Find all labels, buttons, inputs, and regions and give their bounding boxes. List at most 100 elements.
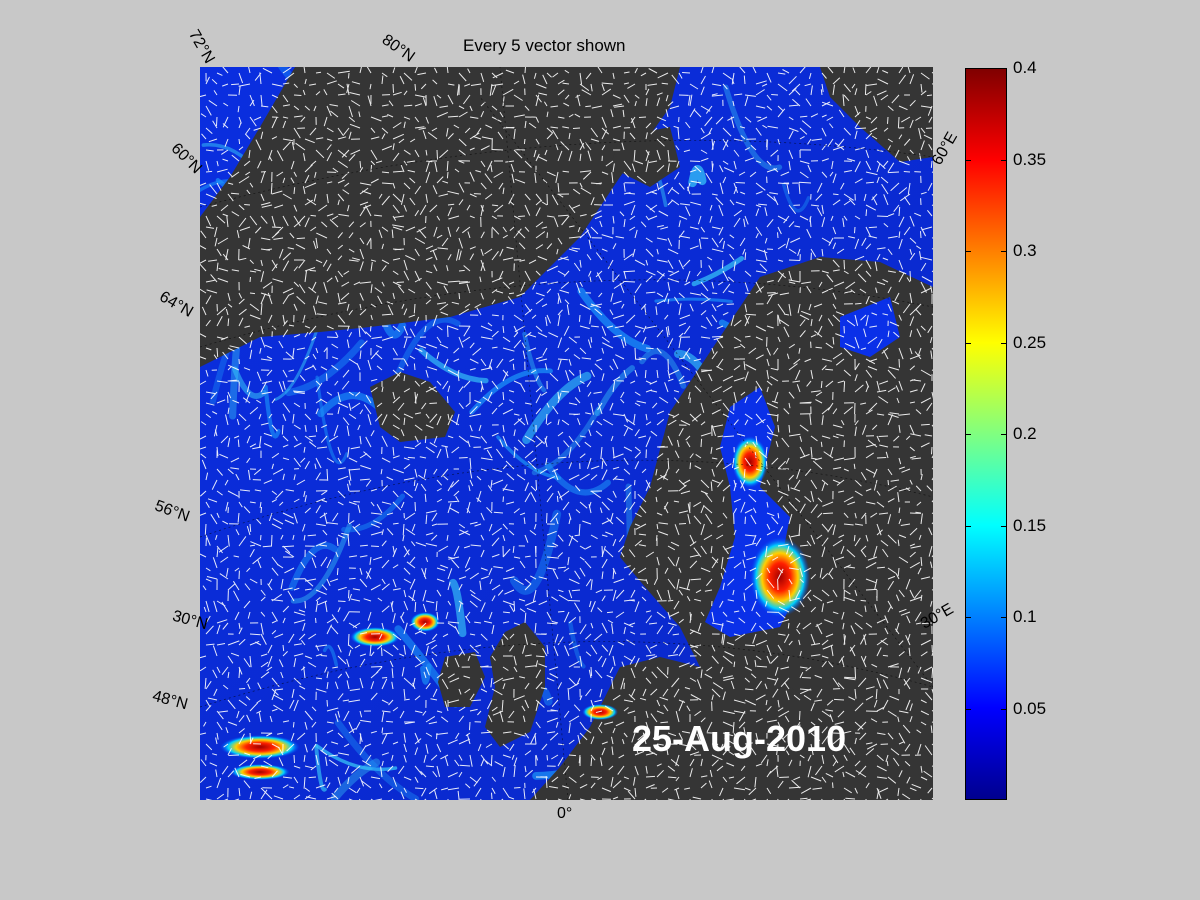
vector-arrow: [422, 589, 427, 602]
vector-arrow: [832, 303, 837, 310]
vector-arrow: [854, 589, 858, 596]
vector-arrow: [222, 253, 229, 261]
vector-arrow: [409, 578, 416, 590]
vector-arrow: [732, 100, 735, 107]
vector-arrow: [458, 182, 465, 193]
vector-arrow: [641, 596, 647, 602]
vector-arrow: [516, 292, 526, 297]
vector-arrow: [588, 669, 592, 679]
vector-arrow: [374, 798, 383, 800]
vector-arrow: [678, 220, 681, 228]
vector-arrow: [447, 772, 458, 778]
vector-arrow: [264, 344, 273, 349]
vector-arrow: [744, 252, 747, 261]
vector-arrow: [230, 457, 240, 463]
vector-arrow: [513, 508, 520, 514]
vector-arrow: [337, 644, 342, 653]
vector-arrow: [522, 644, 526, 654]
vector-arrow: [612, 380, 616, 393]
vector-arrow: [623, 71, 630, 74]
vector-arrow: [733, 209, 742, 217]
vector-arrow: [205, 704, 212, 712]
current-streak: [330, 758, 381, 800]
vector-arrow: [218, 267, 229, 272]
vector-arrow: [348, 105, 353, 118]
vector-arrow: [678, 523, 687, 525]
vector-arrow: [722, 582, 725, 591]
vector-arrow: [227, 583, 236, 591]
vector-arrow: [436, 732, 449, 735]
vector-arrow: [430, 754, 438, 761]
vector-arrow: [528, 122, 537, 129]
vector-arrow: [304, 655, 313, 659]
vector-arrow: [304, 217, 310, 228]
greenland-land: [200, 67, 680, 367]
vector-arrow: [667, 599, 674, 602]
vector-arrow: [392, 91, 402, 96]
vector-arrow: [650, 688, 658, 696]
vector-arrow: [326, 336, 338, 338]
vector-arrow: [816, 258, 823, 261]
vector-arrow: [615, 721, 625, 727]
vector-arrow: [304, 138, 315, 144]
vector-arrow: [362, 204, 372, 209]
vector-arrow: [200, 94, 207, 98]
vector-arrow: [865, 622, 873, 628]
vector-arrow: [282, 605, 290, 613]
vector-arrow: [725, 798, 735, 800]
vector-arrow: [425, 682, 431, 690]
vector-arrow: [433, 96, 438, 107]
vector-arrow: [656, 292, 664, 298]
vector-arrow: [726, 620, 735, 624]
vector-arrow: [491, 314, 499, 317]
vector-arrow: [238, 688, 246, 690]
vector-arrow: [369, 325, 372, 332]
vector-arrow: [347, 325, 350, 332]
current-streak: [341, 493, 406, 533]
vector-arrow: [458, 576, 467, 580]
vector-arrow: [271, 567, 279, 576]
vector-arrow: [594, 633, 603, 641]
vector-arrow: [304, 710, 313, 721]
vector-arrow: [474, 303, 482, 309]
vector-arrow: [770, 367, 779, 371]
vector-arrow: [700, 775, 708, 778]
vector-arrow: [854, 161, 861, 173]
vector-arrow: [634, 67, 638, 74]
vector-arrow: [508, 796, 515, 800]
vector-arrow: [431, 523, 438, 527]
vector-arrow: [758, 490, 768, 492]
vector-arrow: [810, 732, 821, 741]
vector-arrow: [821, 537, 829, 547]
vector-arrow: [601, 657, 607, 668]
vector-arrow: [318, 204, 328, 212]
vector-arrow: [425, 160, 430, 173]
vector-arrow: [399, 75, 405, 85]
vector-arrow: [502, 371, 509, 382]
vector-arrow: [690, 180, 702, 184]
vector-arrow: [436, 292, 441, 299]
vector-arrow: [631, 163, 636, 173]
vector-arrow: [748, 787, 757, 796]
vector-arrow: [612, 376, 621, 382]
vector-arrow: [244, 127, 251, 135]
vector-arrow: [816, 688, 823, 698]
vector-arrow: [249, 406, 259, 415]
vector-arrow: [425, 532, 434, 536]
vector-arrow: [519, 676, 526, 679]
vector-arrow: [315, 137, 324, 140]
vector-arrow: [320, 556, 328, 567]
vector-arrow: [623, 787, 631, 792]
vector-arrow: [524, 450, 534, 459]
vector-arrow: [590, 420, 594, 426]
vector-arrow: [744, 281, 749, 292]
vector-arrow: [722, 385, 733, 393]
vector-arrow: [502, 435, 508, 447]
vector-arrow: [573, 262, 581, 272]
vector-arrow: [326, 248, 332, 255]
vector-arrow: [883, 223, 889, 228]
vector-arrow: [549, 732, 559, 741]
vector-arrow: [337, 673, 343, 679]
colorbar-tick-label: 0.3: [1013, 241, 1037, 260]
vector-arrow: [776, 765, 779, 778]
